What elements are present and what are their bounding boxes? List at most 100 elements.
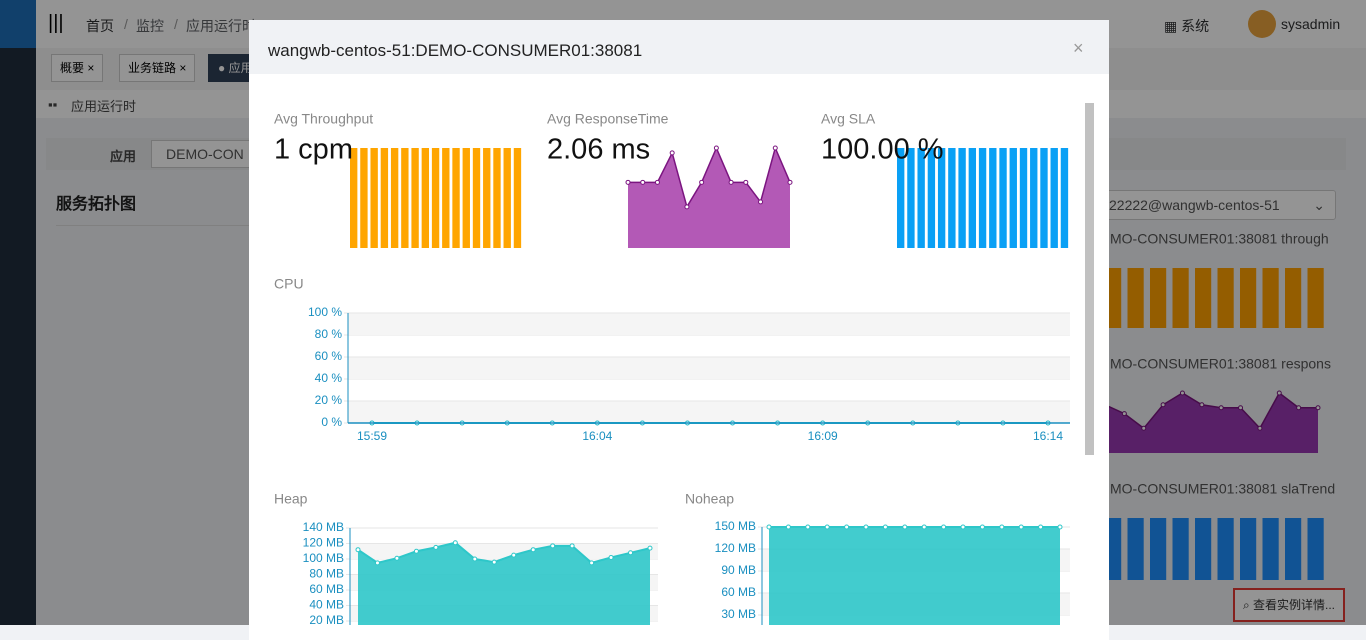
- breadcrumb-home[interactable]: 首页: [86, 18, 114, 34]
- point: [921, 524, 927, 530]
- spark-bar: [1285, 518, 1302, 580]
- y-tick-label: 120 MB: [715, 541, 756, 555]
- y-tick-label: 60 %: [315, 349, 343, 363]
- spark-bar: [948, 148, 956, 248]
- separator: /: [174, 16, 178, 32]
- point: [394, 555, 400, 561]
- point: [1018, 524, 1024, 530]
- point: [882, 524, 888, 530]
- tab-label: 业务链路: [128, 61, 177, 75]
- point: [1038, 524, 1044, 530]
- spark-bar: [1127, 268, 1144, 328]
- spark-point: [713, 145, 719, 151]
- spark-bar: [1217, 268, 1234, 328]
- spark-point: [1296, 405, 1302, 411]
- chart-title: Noheap: [685, 491, 734, 507]
- close-button[interactable]: ×: [1073, 38, 1084, 58]
- spark-bar: [442, 148, 450, 248]
- spark-point: [640, 179, 646, 185]
- x-tick-label: 16:14: [1033, 429, 1063, 443]
- spark-bar: [1172, 268, 1189, 328]
- area: [358, 542, 650, 625]
- stat-value: 1 cpm: [274, 134, 353, 166]
- modal-title: wangwb-centos-51:DEMO-CONSUMER01:38081: [268, 41, 643, 60]
- spark-point: [1199, 402, 1205, 408]
- spark-bar: [1105, 268, 1122, 328]
- stat-label: Avg Throughput: [274, 111, 373, 127]
- spark-bar: [1240, 518, 1257, 580]
- spark-bar: [390, 148, 399, 248]
- spark-bar: [958, 148, 966, 248]
- spark-bar: [1009, 148, 1017, 248]
- y-tick-label: 40 %: [315, 371, 343, 385]
- tab[interactable]: 业务链路 ×: [119, 54, 196, 82]
- spark-point: [684, 204, 690, 210]
- spark-bar: [1307, 268, 1324, 328]
- tab-label: 应用: [228, 61, 253, 75]
- background-charts: MO-CONSUMER01:38081 through MO-CONSUMER01…: [1102, 231, 1335, 580]
- spark-bar: [1262, 268, 1279, 328]
- y-tick-label: 20 MB: [309, 613, 344, 625]
- spark-point: [1315, 405, 1321, 411]
- chart-title: MO-CONSUMER01:38081 through: [1110, 231, 1329, 247]
- username[interactable]: sysadmin: [1281, 16, 1341, 32]
- breadcrumb-item[interactable]: 监控: [136, 18, 164, 34]
- instance-detail-button[interactable]: ⌕ 查看实例详情...: [1233, 588, 1345, 622]
- point: [628, 550, 634, 556]
- icon: ▪▪: [48, 97, 58, 112]
- point: [960, 524, 966, 530]
- x-tick-label: 16:09: [808, 429, 838, 443]
- spark-point: [669, 150, 675, 156]
- spark-point: [1179, 390, 1185, 396]
- spark-bar: [978, 148, 987, 248]
- breadcrumb-item: 应用运行时: [186, 18, 256, 34]
- spark-bar: [907, 148, 915, 248]
- point: [530, 547, 536, 553]
- point: [589, 560, 595, 566]
- spark-point: [1276, 390, 1282, 396]
- system-menu[interactable]: ▦ 系统: [1164, 18, 1210, 34]
- spark-point: [787, 179, 793, 185]
- spark-bar: [1150, 268, 1167, 328]
- spark-bar: [927, 148, 936, 248]
- spark-bar: [1050, 148, 1058, 248]
- y-tick-label: 80 %: [315, 327, 343, 341]
- point: [608, 554, 614, 560]
- logo: [0, 0, 36, 48]
- point: [824, 524, 830, 530]
- x-tick-label: 15:59: [357, 429, 387, 443]
- point: [999, 524, 1005, 530]
- point: [550, 543, 556, 549]
- spark-bar: [493, 148, 501, 248]
- spark-bar: [1127, 518, 1144, 580]
- tab-label: 概要: [60, 61, 85, 75]
- spark-point: [1160, 402, 1166, 408]
- grid-band: [348, 313, 1070, 335]
- chevron: ⌄: [1313, 197, 1325, 213]
- page-title: 应用运行时: [71, 99, 137, 114]
- chart-title: MO-CONSUMER01:38081 respons: [1110, 356, 1331, 372]
- spark-point: [758, 199, 764, 205]
- line: [357, 541, 651, 564]
- chart-title: Heap: [274, 491, 308, 507]
- avatar[interactable]: [1248, 10, 1276, 38]
- instance-select[interactable]: 22222@wangwb-centos-51 ⌄: [1098, 190, 1336, 220]
- scrollbar[interactable]: [1085, 103, 1094, 455]
- spark-line: [1104, 391, 1318, 430]
- spark-bar: [917, 148, 925, 248]
- y-tick-label: 140 MB: [303, 520, 344, 534]
- spark-bar: [513, 148, 522, 248]
- menu-toggle[interactable]: |||: [48, 12, 64, 34]
- tab[interactable]: 概要 ×: [51, 54, 104, 82]
- spark-bar: [1307, 518, 1324, 580]
- spark-bar: [1040, 148, 1048, 248]
- point: [472, 556, 478, 562]
- point: [979, 524, 985, 530]
- point: [374, 560, 380, 566]
- spark-bar: [1105, 518, 1122, 580]
- point: [805, 524, 811, 530]
- spark-bar: [431, 148, 440, 248]
- grid-band: [348, 401, 1070, 423]
- spark-point: [1238, 405, 1244, 411]
- y-tick-label: 80 MB: [309, 567, 344, 581]
